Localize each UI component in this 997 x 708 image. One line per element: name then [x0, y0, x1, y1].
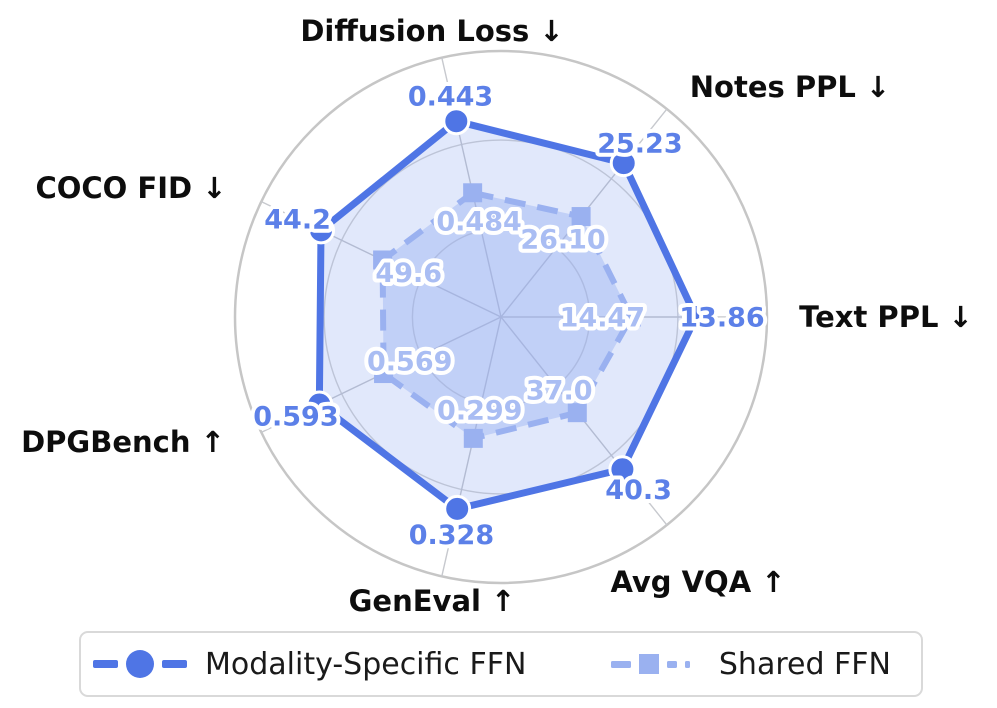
- value-label: 0.593: [253, 401, 338, 432]
- legend-marker-circle-icon: [93, 650, 187, 678]
- axis-label: COCO FID ↓: [35, 171, 226, 205]
- legend: Modality-Specific FFN Shared FFN: [79, 631, 923, 697]
- data-point-circle: [442, 107, 471, 136]
- axis-label: Notes PPL ↓: [690, 70, 890, 104]
- data-point-square: [373, 250, 393, 270]
- data-point-square: [374, 364, 394, 384]
- value-label: 0.443: [408, 81, 493, 112]
- legend-item-shared-ffn: Shared FFN: [610, 646, 891, 682]
- axis-label: DPGBench ↑: [21, 425, 225, 459]
- value-label: 0.484: [436, 207, 521, 238]
- data-point-square: [621, 307, 641, 327]
- data-point-circle: [305, 390, 334, 419]
- legend-label-shared-ffn: Shared FFN: [718, 646, 891, 682]
- series-fill-0: [319, 121, 696, 509]
- value-label: 49.6: [375, 258, 442, 289]
- axis-label: Diffusion Loss ↓: [300, 14, 563, 48]
- data-point-circle: [443, 494, 472, 523]
- data-point-square: [571, 207, 591, 227]
- value-label: 40.3: [605, 475, 672, 506]
- series-line-1: [379, 189, 635, 442]
- value-label: 0.569: [367, 346, 452, 377]
- value-label: 44.2: [264, 205, 331, 236]
- data-point-circle: [307, 216, 336, 245]
- value-label: 14.47: [560, 303, 645, 334]
- series-line-0: [315, 117, 700, 513]
- data-point-circle: [608, 455, 637, 484]
- value-label: 0.328: [409, 520, 494, 551]
- data-point-square: [463, 428, 483, 448]
- legend-item-modality-specific-ffn: Modality-Specific FFN: [93, 647, 526, 682]
- data-point-circle: [681, 303, 710, 331]
- value-label: 37.0: [526, 375, 593, 406]
- axis-label: Text PPL ↓: [799, 300, 973, 334]
- value-label: 25.23: [597, 128, 682, 159]
- data-point-circle: [609, 149, 638, 178]
- data-point-square: [567, 403, 587, 423]
- axis-label: Avg VQA ↑: [610, 565, 785, 599]
- legend-marker-square-icon: [610, 654, 690, 674]
- axis-label: GenEval ↑: [349, 584, 516, 618]
- data-point-square: [463, 183, 483, 203]
- value-label: 0.299: [437, 396, 522, 427]
- value-label: 26.10: [520, 225, 605, 256]
- legend-label-modality-specific-ffn: Modality-Specific FFN: [205, 646, 527, 682]
- value-label: 13.86: [679, 303, 764, 334]
- series-fill-1: [382, 192, 632, 439]
